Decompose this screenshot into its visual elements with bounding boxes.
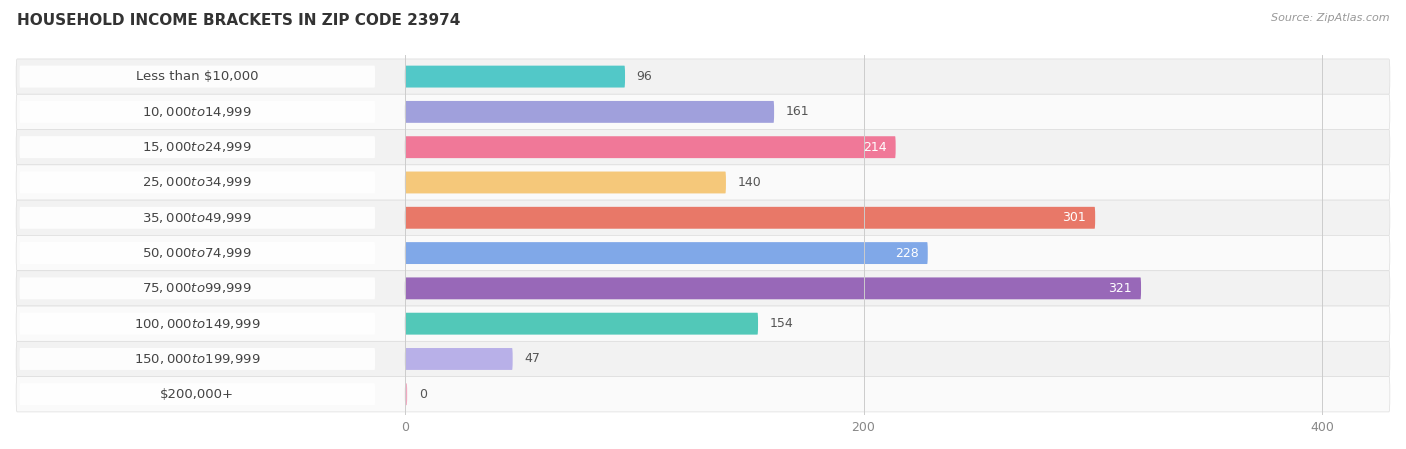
Text: 228: 228 — [894, 247, 918, 260]
FancyBboxPatch shape — [15, 306, 1391, 341]
Text: 154: 154 — [769, 317, 793, 330]
FancyBboxPatch shape — [15, 377, 1391, 412]
Text: 140: 140 — [737, 176, 761, 189]
Text: 301: 301 — [1063, 211, 1085, 224]
Text: 96: 96 — [637, 70, 652, 83]
Text: 161: 161 — [786, 106, 810, 119]
FancyBboxPatch shape — [20, 136, 375, 158]
FancyBboxPatch shape — [15, 94, 1391, 129]
FancyBboxPatch shape — [405, 66, 626, 88]
Text: $25,000 to $34,999: $25,000 to $34,999 — [142, 176, 252, 189]
Text: $100,000 to $149,999: $100,000 to $149,999 — [134, 317, 260, 330]
FancyBboxPatch shape — [20, 313, 375, 335]
FancyBboxPatch shape — [405, 383, 408, 405]
FancyBboxPatch shape — [20, 66, 375, 88]
Text: Less than $10,000: Less than $10,000 — [136, 70, 259, 83]
Text: 47: 47 — [524, 352, 540, 365]
FancyBboxPatch shape — [15, 271, 1391, 306]
Text: $150,000 to $199,999: $150,000 to $199,999 — [134, 352, 260, 366]
FancyBboxPatch shape — [15, 165, 1391, 200]
FancyBboxPatch shape — [20, 207, 375, 229]
Text: $15,000 to $24,999: $15,000 to $24,999 — [142, 140, 252, 154]
FancyBboxPatch shape — [20, 277, 375, 299]
Text: Source: ZipAtlas.com: Source: ZipAtlas.com — [1271, 13, 1389, 23]
FancyBboxPatch shape — [15, 235, 1391, 271]
FancyBboxPatch shape — [405, 207, 1095, 229]
FancyBboxPatch shape — [405, 348, 513, 370]
Text: $50,000 to $74,999: $50,000 to $74,999 — [142, 246, 252, 260]
Text: $35,000 to $49,999: $35,000 to $49,999 — [142, 211, 252, 225]
FancyBboxPatch shape — [405, 277, 1142, 299]
Text: $10,000 to $14,999: $10,000 to $14,999 — [142, 105, 252, 119]
Text: 214: 214 — [863, 141, 886, 154]
FancyBboxPatch shape — [405, 101, 775, 123]
FancyBboxPatch shape — [20, 348, 375, 370]
FancyBboxPatch shape — [20, 172, 375, 194]
FancyBboxPatch shape — [405, 242, 928, 264]
FancyBboxPatch shape — [20, 101, 375, 123]
Text: 0: 0 — [419, 388, 426, 401]
FancyBboxPatch shape — [15, 129, 1391, 165]
Text: $200,000+: $200,000+ — [160, 388, 235, 401]
FancyBboxPatch shape — [405, 172, 725, 194]
FancyBboxPatch shape — [15, 59, 1391, 94]
Text: HOUSEHOLD INCOME BRACKETS IN ZIP CODE 23974: HOUSEHOLD INCOME BRACKETS IN ZIP CODE 23… — [17, 13, 460, 28]
FancyBboxPatch shape — [15, 341, 1391, 377]
Text: $75,000 to $99,999: $75,000 to $99,999 — [142, 282, 252, 295]
FancyBboxPatch shape — [405, 313, 758, 335]
FancyBboxPatch shape — [20, 242, 375, 264]
FancyBboxPatch shape — [20, 383, 375, 405]
FancyBboxPatch shape — [405, 136, 896, 158]
Text: 321: 321 — [1108, 282, 1132, 295]
FancyBboxPatch shape — [15, 200, 1391, 235]
